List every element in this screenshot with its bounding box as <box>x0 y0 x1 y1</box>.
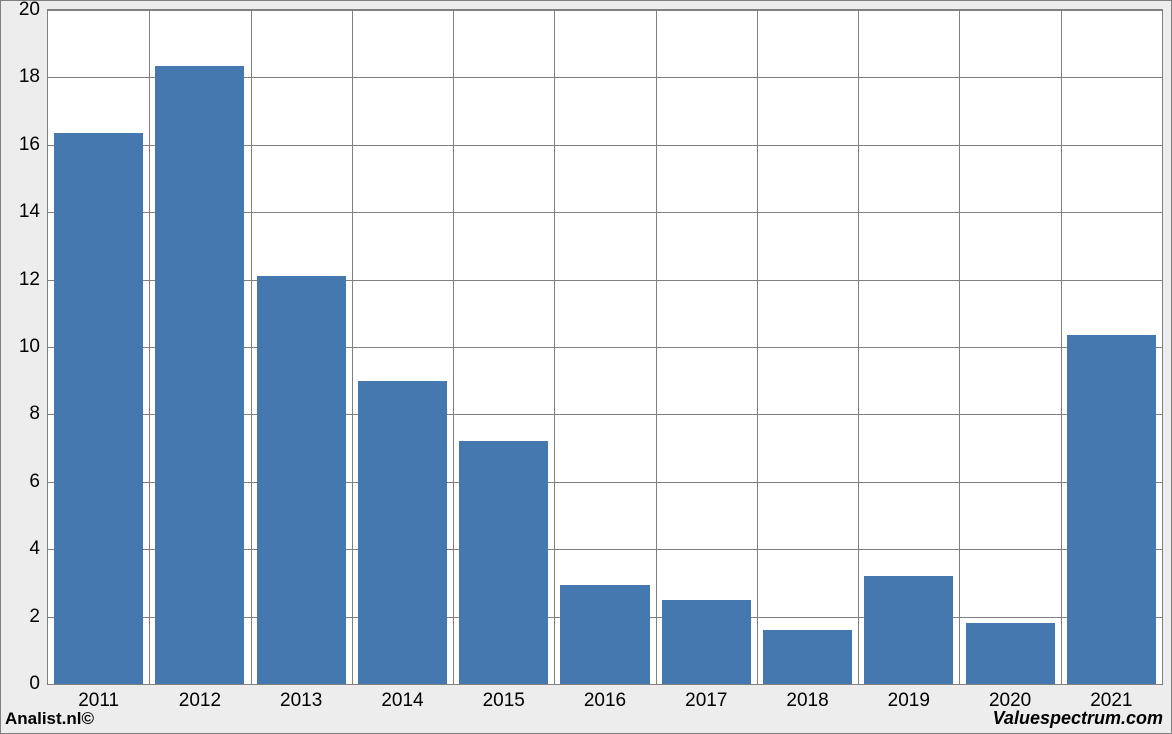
gridline-vertical <box>757 10 758 684</box>
bar <box>155 66 244 684</box>
x-axis-tick-label: 2016 <box>584 690 626 712</box>
gridline-vertical <box>858 10 859 684</box>
gridline-vertical <box>352 10 353 684</box>
gridline-vertical <box>149 10 150 684</box>
gridline-horizontal <box>48 10 1162 11</box>
x-axis-tick-label: 2012 <box>179 690 221 712</box>
bar <box>459 441 548 684</box>
y-axis-tick-label: 2 <box>29 606 40 628</box>
y-axis-tick-label: 10 <box>19 336 40 358</box>
y-axis-tick-label: 20 <box>19 0 40 21</box>
gridline-vertical <box>251 10 252 684</box>
y-axis-tick-label: 4 <box>29 538 40 560</box>
y-axis-tick-label: 14 <box>19 201 40 223</box>
x-axis-tick-label: 2013 <box>280 690 322 712</box>
bar <box>864 576 953 684</box>
y-axis-tick-label: 12 <box>19 269 40 291</box>
y-axis-tick-label: 16 <box>19 134 40 156</box>
footer-left-credit: Analist.nl© <box>5 709 94 729</box>
y-axis-tick-label: 8 <box>29 403 40 425</box>
y-axis-tick-label: 18 <box>19 66 40 88</box>
bar <box>1067 335 1156 684</box>
x-axis-tick-label: 2014 <box>381 690 423 712</box>
x-axis-tick-label: 2015 <box>483 690 525 712</box>
y-axis-tick-label: 6 <box>29 471 40 493</box>
gridline-vertical <box>959 10 960 684</box>
gridline-vertical <box>453 10 454 684</box>
footer-right-credit: Valuespectrum.com <box>993 708 1163 729</box>
x-axis-tick-label: 2017 <box>685 690 727 712</box>
gridline-vertical <box>1061 10 1062 684</box>
x-axis-tick-label: 2019 <box>888 690 930 712</box>
bar <box>358 381 447 684</box>
bar <box>54 133 143 684</box>
chart-frame: 0246810121416182020112012201320142015201… <box>0 0 1172 734</box>
gridline-vertical <box>554 10 555 684</box>
gridline-vertical <box>656 10 657 684</box>
x-axis-tick-label: 2018 <box>786 690 828 712</box>
plot-area: 0246810121416182020112012201320142015201… <box>47 9 1163 685</box>
bar <box>257 276 346 684</box>
y-axis-tick-label: 0 <box>29 673 40 695</box>
bar <box>560 585 649 684</box>
bar <box>966 623 1055 684</box>
bar <box>662 600 751 684</box>
bar <box>763 630 852 684</box>
